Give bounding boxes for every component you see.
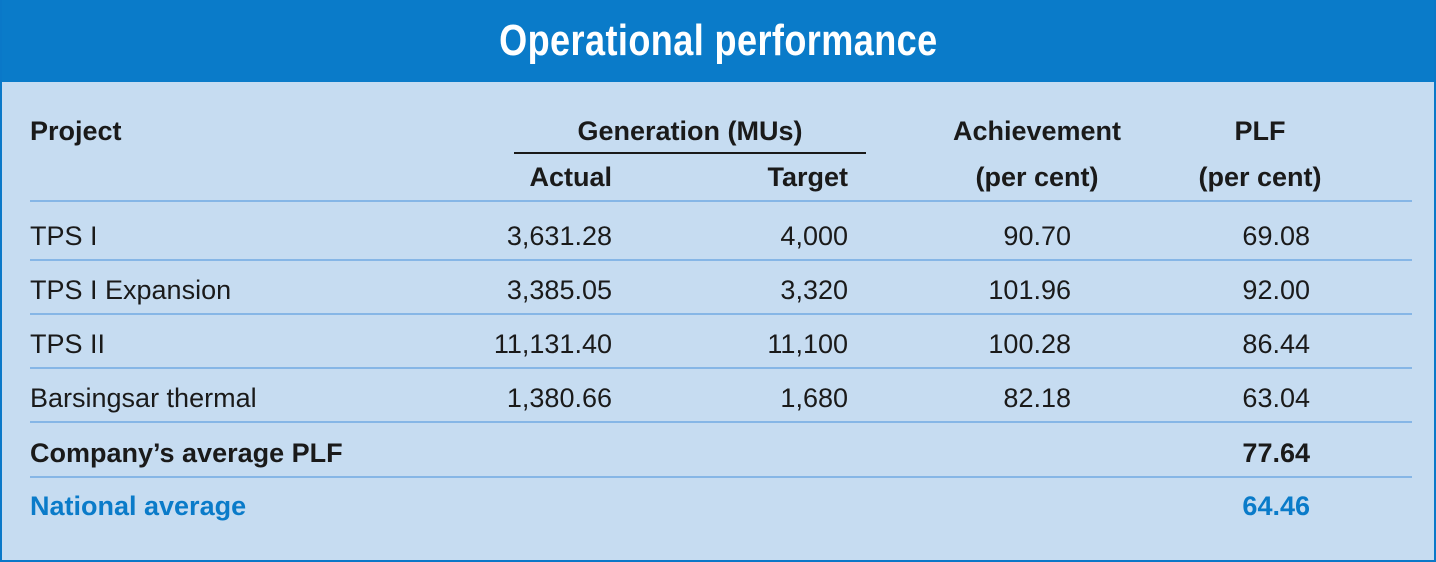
row-target: 4,000 [780,221,848,251]
company-average-label: Company’s average PLF [30,438,343,468]
header-project: Project [30,116,122,146]
row-target: 11,100 [767,329,848,359]
company-average-plf: 77.64 [1242,438,1310,468]
row-divider [30,421,1412,423]
header-achievement-unit: (per cent) [975,162,1099,192]
row-actual: 3,385.05 [506,275,612,305]
row-achievement: 82.18 [1003,383,1071,413]
row-project: Barsingsar thermal [30,383,257,413]
header-actual: Actual [529,162,612,192]
row-actual: 3,631.28 [506,221,612,251]
title-bar: Operational performance [2,0,1434,82]
generation-underline [514,152,866,154]
national-average-label: National average [30,491,247,521]
table-title: Operational performance [498,16,938,65]
row-divider [30,367,1412,369]
row-actual: 1,380.66 [506,383,612,413]
row-achievement: 90.70 [1003,221,1071,251]
header-plf-unit: (per cent) [1198,162,1322,192]
row-plf: 63.04 [1242,383,1310,413]
row-project: TPS I [30,221,98,251]
header-target: Target [767,162,848,192]
row-actual: 11,131.40 [493,329,612,359]
row-divider [30,313,1412,315]
header-achievement: Achievement [952,116,1122,146]
row-divider [30,259,1412,261]
row-target: 1,680 [780,383,848,413]
row-project: TPS II [30,329,106,359]
header-plf: PLF [1234,116,1286,146]
row-achievement: 100.28 [988,329,1071,359]
row-project: TPS I Expansion [30,275,232,305]
header-generation: Generation (MUs) [577,116,803,146]
header-divider [30,200,1412,202]
row-target: 3,320 [780,275,848,305]
row-plf: 86.44 [1242,329,1310,359]
row-plf: 69.08 [1242,221,1310,251]
national-average-plf: 64.46 [1242,491,1310,521]
row-divider [30,476,1412,478]
row-plf: 92.00 [1242,275,1310,305]
row-achievement: 101.96 [988,275,1071,305]
